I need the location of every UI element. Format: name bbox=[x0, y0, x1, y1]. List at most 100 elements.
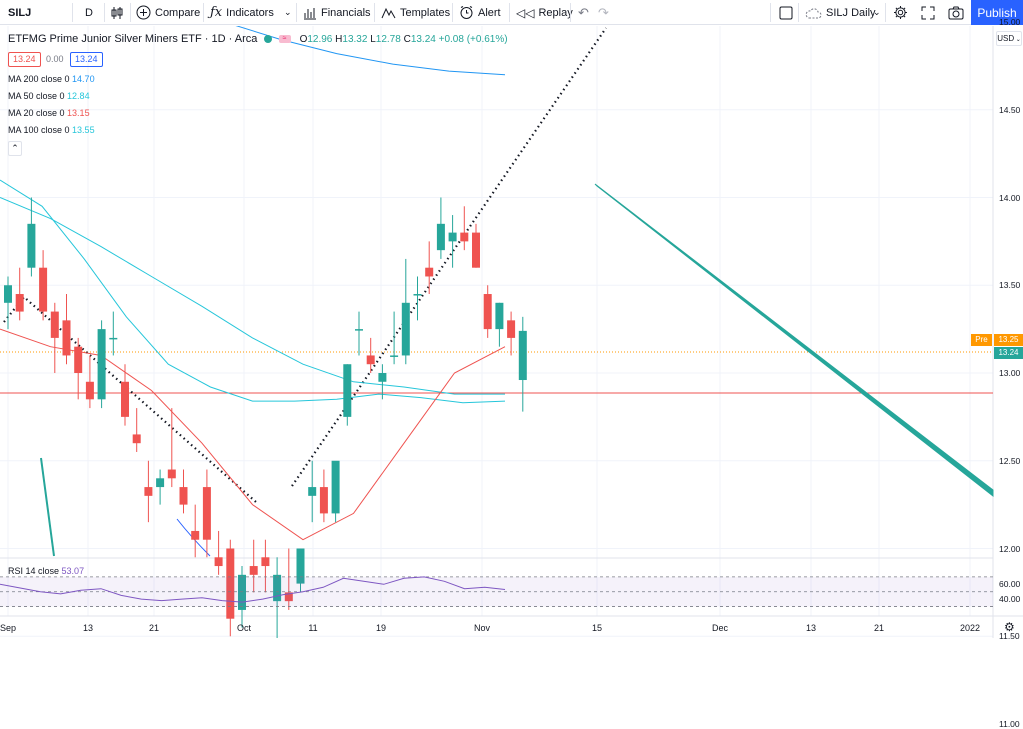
price-tick-label: 11.00 bbox=[999, 719, 1020, 729]
symbol-legend: ETFMG Prime Junior Silver Miners ETF · 1… bbox=[8, 33, 508, 45]
ma-line bbox=[0, 328, 506, 541]
alert-button[interactable]: Alert bbox=[459, 0, 501, 25]
time-tick-label: 11 bbox=[308, 623, 318, 633]
camera-icon bbox=[948, 6, 964, 19]
candle-body bbox=[507, 320, 516, 338]
layout-name-button[interactable]: SILJ Daily bbox=[805, 0, 876, 25]
redo-icon: ↷ bbox=[598, 4, 609, 20]
layout-dropdown[interactable]: ⌄ bbox=[873, 0, 881, 25]
chevron-down-icon: ⌄ bbox=[284, 7, 292, 17]
time-tick-label: Sep bbox=[0, 623, 17, 633]
compare-button[interactable]: Compare bbox=[136, 0, 200, 25]
candle-body bbox=[495, 302, 504, 330]
settings-button[interactable] bbox=[893, 0, 908, 25]
candle-body bbox=[448, 232, 457, 242]
pre-market-price: 13.25 bbox=[994, 334, 1023, 346]
layout-name-label: SILJ Daily bbox=[826, 6, 876, 19]
candle-body bbox=[226, 548, 235, 619]
candle-body bbox=[319, 487, 328, 514]
candle-body bbox=[261, 557, 270, 567]
time-tick-label: 15 bbox=[591, 623, 603, 633]
time-tick-label: 13 bbox=[82, 623, 94, 633]
ma-label: MA 20 close 0 bbox=[8, 108, 68, 118]
candle-body bbox=[144, 487, 153, 496]
indicators-button[interactable]: ƒx Indicators bbox=[210, 0, 274, 25]
drawing-layer[interactable] bbox=[3, 27, 994, 557]
close-value: 13.24 bbox=[410, 34, 436, 45]
top-toolbar: SILJ D Compare ƒx Indicators ⌄ Financial… bbox=[0, 0, 1023, 25]
candle-body bbox=[284, 592, 293, 602]
screenshot-button[interactable] bbox=[948, 0, 964, 25]
redo-button[interactable]: ↷ bbox=[598, 0, 609, 25]
chevron-down-icon: ⌄ bbox=[1014, 37, 1021, 43]
dotted-trend-line-down bbox=[3, 295, 257, 503]
low-label: L bbox=[370, 34, 376, 45]
function-icon: ƒx bbox=[210, 5, 223, 20]
layout-toggle-button[interactable] bbox=[779, 0, 793, 25]
gear-icon bbox=[894, 6, 907, 19]
ma-label: MA 100 close 0 bbox=[8, 125, 73, 135]
rsi-pane bbox=[0, 576, 993, 607]
ma-legend-row[interactable]: MA 200 close 0 14.70 bbox=[8, 74, 95, 84]
ma-legend-row[interactable]: MA 20 close 0 13.15 bbox=[8, 108, 90, 118]
sell-button[interactable]: 13.24 bbox=[8, 52, 41, 67]
toolbar-divider bbox=[374, 3, 375, 22]
buy-price: 13.24 bbox=[75, 54, 98, 64]
candle-body bbox=[296, 548, 305, 584]
symbol-search-button[interactable]: SILJ bbox=[8, 0, 31, 25]
ma-line bbox=[235, 26, 506, 76]
toolbar-divider bbox=[203, 3, 204, 22]
ma-label: MA 200 close 0 bbox=[8, 74, 73, 84]
price-tick-label: 13.00 bbox=[999, 368, 1021, 378]
templates-button[interactable]: Templates bbox=[381, 0, 450, 25]
toolbar-divider bbox=[72, 3, 73, 22]
rsi-legend: RSI 14 close 53.07 bbox=[8, 566, 84, 576]
currency-dropdown[interactable]: USD ⌄ bbox=[996, 31, 1022, 46]
chevron-up-icon: ⌃ bbox=[11, 143, 19, 153]
compare-badge-icon[interactable]: ≈ bbox=[278, 35, 291, 44]
teal-channel-line bbox=[594, 183, 994, 498]
ma-value: 13.15 bbox=[67, 108, 90, 118]
bar-chart-icon bbox=[304, 7, 316, 19]
toolbar-divider bbox=[104, 3, 105, 22]
ma-value: 12.84 bbox=[67, 91, 90, 101]
indicators-dropdown[interactable]: ⌄ bbox=[284, 0, 292, 25]
time-tick-label: 19 bbox=[375, 623, 387, 633]
candle-body bbox=[85, 381, 94, 400]
ma-legend-row[interactable]: MA 100 close 0 13.55 bbox=[8, 125, 95, 135]
time-tick-label: Dec bbox=[711, 623, 729, 633]
candle-body bbox=[167, 469, 176, 479]
price-tick-label: 15.00 bbox=[999, 17, 1021, 27]
candle-body bbox=[483, 294, 492, 330]
candle-body bbox=[425, 267, 434, 277]
undo-button[interactable]: ↶ bbox=[578, 0, 589, 25]
candle-body bbox=[39, 267, 48, 312]
financials-button[interactable]: Financials bbox=[303, 0, 371, 25]
replay-button[interactable]: ◁◁ Replay bbox=[516, 0, 573, 25]
candle-body bbox=[238, 574, 246, 610]
fullscreen-button[interactable] bbox=[921, 0, 935, 25]
collapse-legend-button[interactable]: ⌃ bbox=[8, 141, 22, 156]
teal-trend-line bbox=[40, 457, 55, 557]
symbol-full-name: ETFMG Prime Junior Silver Miners ETF · 1… bbox=[8, 33, 258, 45]
toolbar-divider bbox=[885, 3, 886, 22]
axis-settings-button[interactable]: ⚙ bbox=[1004, 620, 1015, 634]
chart-canvas[interactable] bbox=[0, 26, 1023, 638]
candle-body bbox=[15, 294, 24, 312]
interval-button[interactable]: D bbox=[85, 0, 93, 25]
chart-style-button[interactable] bbox=[110, 0, 124, 25]
plus-circle-icon bbox=[136, 5, 151, 20]
templates-label: Templates bbox=[400, 6, 451, 19]
candle-body bbox=[62, 320, 71, 356]
buy-button[interactable]: 13.24 bbox=[70, 52, 103, 67]
ma-legend-row[interactable]: MA 50 close 0 12.84 bbox=[8, 91, 90, 101]
cloud-icon bbox=[805, 7, 822, 18]
compare-label: Compare bbox=[155, 6, 201, 19]
candle-body bbox=[50, 311, 59, 338]
high-value: 13.32 bbox=[342, 34, 368, 45]
close-label: C bbox=[403, 34, 411, 45]
price-tick-label: 11.50 bbox=[999, 631, 1020, 642]
visibility-eye-icon[interactable] bbox=[264, 35, 273, 44]
price-tick-label: 14.00 bbox=[999, 192, 1021, 203]
publish-button[interactable]: Publish bbox=[971, 0, 1023, 25]
